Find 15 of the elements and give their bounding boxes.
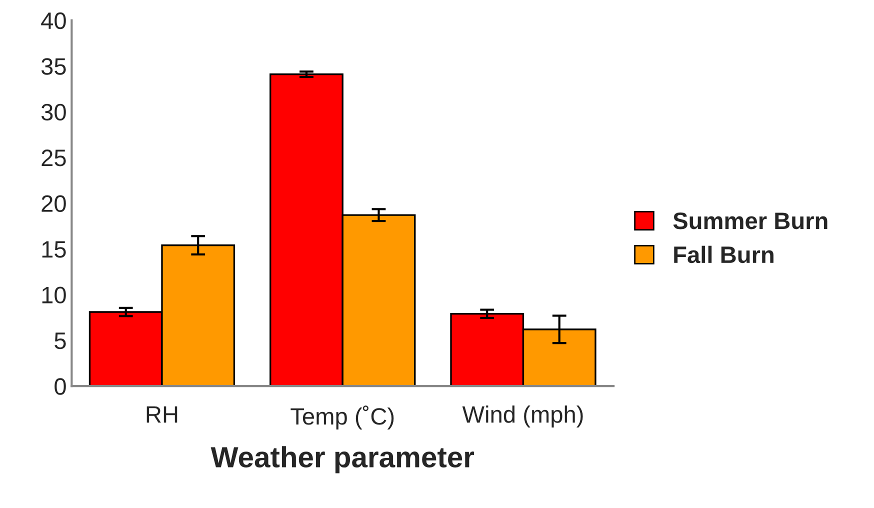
y-tick-label: 35: [41, 58, 66, 75]
y-tick-label: 20: [42, 195, 66, 212]
y-tick-label: 5: [54, 332, 66, 350]
y-tick-label: 0: [54, 378, 66, 395]
legend-label: Summer Burn: [673, 212, 828, 230]
x-tick-label: Wind (mph): [462, 406, 583, 428]
x-tick-label: RH: [146, 406, 178, 423]
y-tick-label: 30: [41, 104, 66, 121]
x-tick-label: Temp (˚C): [290, 406, 394, 430]
y-tick-label: 40: [41, 12, 66, 30]
y-tick-label: 25: [42, 150, 66, 166]
y-tick-label: 10: [42, 286, 66, 304]
x-axis-title: Weather parameter: [210, 446, 474, 474]
y-tick-label: 15: [42, 241, 66, 258]
legend-label: Fall Burn: [674, 246, 774, 264]
